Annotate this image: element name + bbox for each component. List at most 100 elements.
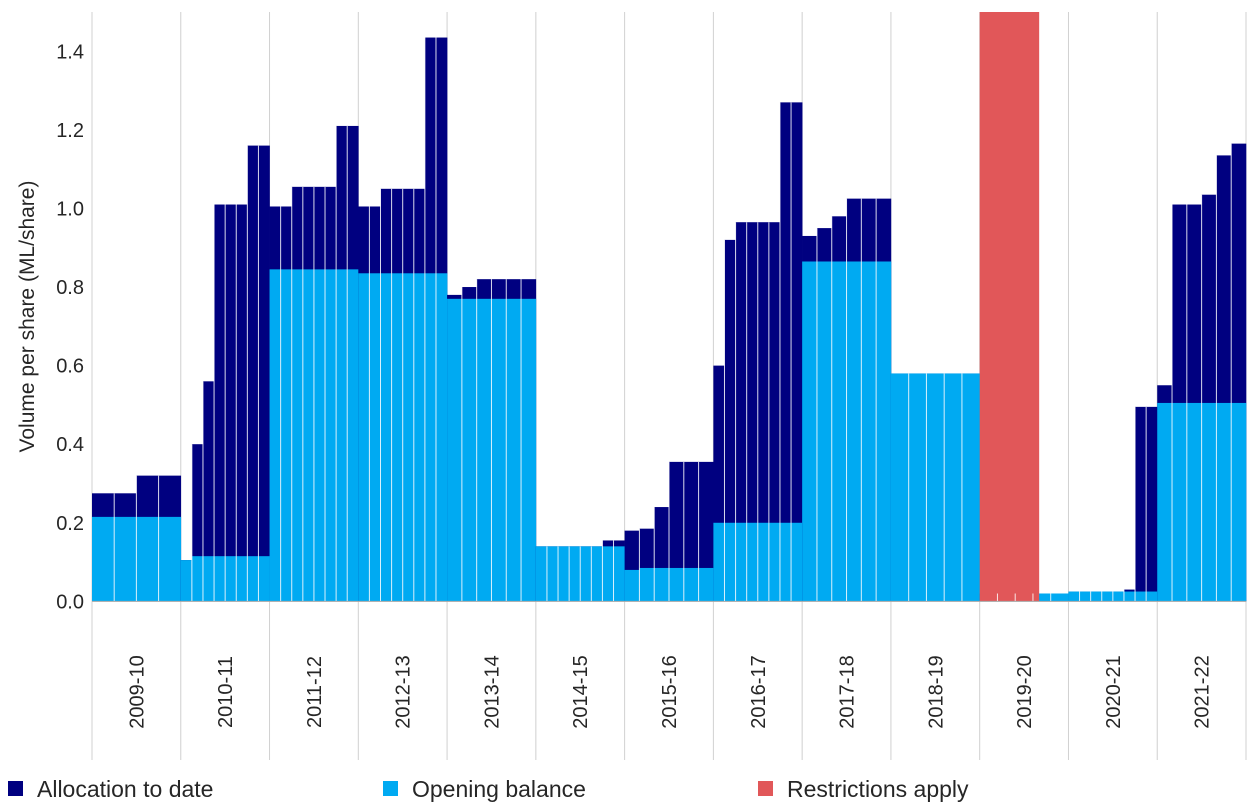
opening-balance-bar <box>1135 591 1147 602</box>
opening-balance-bar <box>768 522 781 602</box>
opening-balance-bar <box>569 546 581 602</box>
opening-balance-bar <box>1216 402 1232 602</box>
opening-balance-bar <box>424 273 437 602</box>
y-tick-label: 1.0 <box>56 198 84 220</box>
opening-balance-bar <box>1157 402 1173 602</box>
opening-balance-bar <box>757 522 770 602</box>
opening-balance-bar <box>521 298 537 602</box>
opening-balance-bar <box>1068 591 1080 602</box>
allocation-bar <box>191 444 204 602</box>
allocation-bar <box>236 204 248 602</box>
opening-balance-bar <box>831 261 847 602</box>
legend-swatch <box>383 781 398 796</box>
opening-balance-bar <box>158 516 182 602</box>
allocation-bar <box>698 461 714 602</box>
opening-balance-bar <box>402 273 415 602</box>
opening-balance-bar <box>280 269 293 602</box>
opening-balance-bar <box>961 373 980 602</box>
opening-balance-bar <box>476 298 492 602</box>
x-tick-label: 2012-13 <box>393 655 415 728</box>
opening-balance-bar <box>313 269 326 602</box>
opening-balance-bar <box>683 567 699 602</box>
opening-balance-bar <box>461 298 477 602</box>
allocation-bar <box>746 222 759 602</box>
opening-balance-bar <box>890 373 909 602</box>
opening-balance-bar <box>291 269 304 602</box>
opening-balance-bar <box>302 269 315 602</box>
opening-balance-bar <box>624 569 640 602</box>
y-tick-label: 0.6 <box>56 356 84 378</box>
opening-balance-bar <box>639 567 655 602</box>
legend-label: Restrictions apply <box>787 776 969 802</box>
y-tick-label: 0.8 <box>56 277 84 299</box>
allocation-bar <box>768 222 781 602</box>
opening-balance-bar <box>1172 402 1188 602</box>
x-tick-label: 2016-17 <box>748 655 770 728</box>
opening-balance-bar <box>558 546 570 602</box>
opening-balance-bar <box>779 522 792 602</box>
opening-balance-bar <box>1112 591 1125 602</box>
y-tick-label: 0.2 <box>56 513 84 535</box>
opening-balance-bar <box>506 298 522 602</box>
allocation-bar <box>225 204 237 602</box>
opening-balance-bar <box>908 373 927 602</box>
y-axis-title: Volume per share (ML/share) <box>16 181 39 453</box>
opening-balance-bar <box>236 556 248 602</box>
opening-balance-bar <box>846 261 862 602</box>
opening-balance-bar <box>1079 591 1091 602</box>
opening-balance-bar <box>876 261 892 602</box>
x-tick-label: 2010-11 <box>215 656 237 728</box>
opening-balance-bar <box>258 556 270 602</box>
allocation-bar <box>779 102 792 602</box>
x-tick-label: 2015-16 <box>659 655 681 728</box>
legend-swatch <box>758 781 773 796</box>
opening-balance-bar <box>202 556 215 602</box>
opening-balance-bar <box>1201 402 1217 602</box>
y-tick-label: 0.4 <box>56 434 84 456</box>
allocation-bar <box>757 222 770 602</box>
opening-balance-bar <box>926 373 945 602</box>
opening-balance-bar <box>602 546 614 602</box>
allocation-bar <box>669 461 685 602</box>
opening-balance-bar <box>735 522 747 602</box>
opening-balance-bar <box>1101 591 1114 602</box>
opening-balance-bar <box>1146 591 1158 602</box>
opening-balance-bar <box>816 261 833 602</box>
allocation-bar <box>1146 406 1158 602</box>
opening-balance-bar <box>713 522 725 602</box>
opening-balance-bar <box>269 269 281 602</box>
opening-balance-bar <box>358 273 370 602</box>
opening-balance-bar <box>591 546 603 602</box>
opening-balance-bar <box>214 556 226 602</box>
opening-balance-bar <box>1032 593 1052 602</box>
opening-balance-bar <box>114 516 137 602</box>
opening-balance-bar <box>369 273 381 602</box>
x-tick-label: 2017-18 <box>837 655 859 728</box>
opening-balance-bar <box>435 273 448 602</box>
opening-balance-bar <box>724 522 736 602</box>
opening-balance-bar <box>1123 591 1136 602</box>
opening-balance-bar <box>698 567 714 602</box>
opening-balance-bar <box>1231 402 1247 602</box>
legend-swatch <box>8 781 23 796</box>
allocation-bar <box>202 381 215 602</box>
opening-balance-bar <box>391 273 403 602</box>
opening-balance-bar <box>247 556 259 602</box>
x-tick-label: 2019-20 <box>1014 655 1036 728</box>
allocation-bar <box>247 145 259 602</box>
opening-balance-bar <box>613 546 625 602</box>
opening-balance-bar <box>491 298 507 602</box>
x-tick-label: 2009-10 <box>126 655 148 728</box>
allocation-bar <box>258 145 270 602</box>
y-tick-label: 1.4 <box>56 41 84 63</box>
opening-balance-bar <box>336 269 348 602</box>
opening-balance-bar <box>861 261 877 602</box>
opening-balance-bar <box>546 546 559 602</box>
opening-balance-bar <box>380 273 392 602</box>
opening-balance-bar <box>1050 593 1069 602</box>
opening-balance-bar <box>191 556 204 602</box>
opening-balance-bar <box>92 516 115 602</box>
opening-balance-bar <box>1186 402 1202 602</box>
